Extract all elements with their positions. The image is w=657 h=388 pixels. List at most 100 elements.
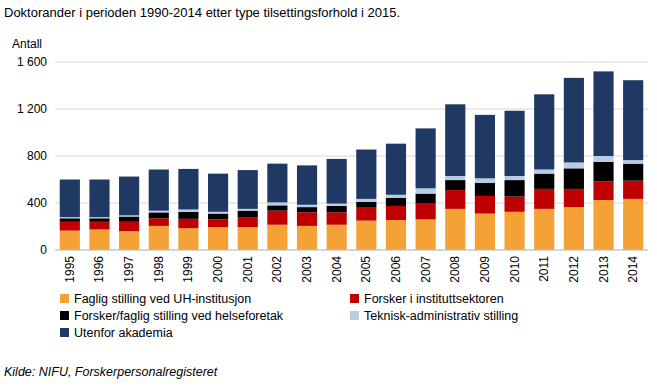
bar-segment xyxy=(267,202,287,205)
bar-segment xyxy=(445,104,465,176)
bar-segment xyxy=(475,178,495,183)
x-tick-label: 1997 xyxy=(122,256,136,283)
bar-segment xyxy=(356,150,376,199)
bar-segment xyxy=(327,159,347,204)
bar-segment xyxy=(267,211,287,225)
bar-segment xyxy=(593,162,613,181)
y-axis-label: Antall xyxy=(12,37,42,51)
bar-segment xyxy=(416,128,436,188)
bar-segment xyxy=(504,212,524,250)
title: Doktorander i perioden 1990-2014 etter t… xyxy=(4,5,400,20)
bar-segment xyxy=(149,218,169,226)
bar-segment xyxy=(178,219,198,228)
bar-segment xyxy=(267,205,287,210)
bar-segment xyxy=(178,169,198,210)
bar-segment xyxy=(89,180,109,218)
bar-segment xyxy=(445,209,465,250)
bar-segment xyxy=(475,115,495,178)
bar-segment xyxy=(149,226,169,250)
legend-swatch xyxy=(60,328,69,337)
bar-segment xyxy=(267,164,287,203)
bar-segment xyxy=(504,111,524,176)
bar-segment xyxy=(416,194,436,203)
x-tick-label: 2006 xyxy=(389,256,403,283)
bar-segment xyxy=(238,170,258,209)
y-tick-label: 800 xyxy=(27,149,47,163)
bar-segment xyxy=(119,231,139,250)
bar-segment xyxy=(475,183,495,196)
bar-segment xyxy=(386,206,406,220)
bar-segment xyxy=(327,212,347,224)
bar-segment xyxy=(89,218,109,222)
bar-segment xyxy=(593,71,613,156)
y-tick-label: 1 200 xyxy=(17,102,47,116)
x-tick-label: 2013 xyxy=(597,256,611,283)
bar-segment xyxy=(149,212,169,218)
grid-line xyxy=(55,250,648,251)
x-tick-label: 2010 xyxy=(508,256,522,283)
grid-line xyxy=(55,156,648,157)
bar-segment xyxy=(297,207,317,212)
bar-segment xyxy=(623,181,643,199)
bar-segment xyxy=(534,209,554,250)
bar-segment xyxy=(297,212,317,226)
bar-segment xyxy=(89,222,109,230)
bar-segment xyxy=(593,181,613,200)
bar-segment xyxy=(238,227,258,250)
bar-segment xyxy=(208,219,228,227)
legend-label: Utenfor akademia xyxy=(74,326,173,340)
bar-segment xyxy=(416,203,436,219)
bar-segment xyxy=(386,195,406,198)
bar-segment xyxy=(564,162,584,168)
bar-segment xyxy=(534,174,554,189)
bar-segment xyxy=(297,165,317,204)
bar-segment xyxy=(623,160,643,164)
bar-segment xyxy=(238,217,258,227)
x-axis xyxy=(55,250,648,251)
bar-segment xyxy=(60,218,80,222)
x-tick-label: 2004 xyxy=(330,256,344,283)
bar-segment xyxy=(327,206,347,212)
x-tick-label: 2008 xyxy=(448,256,462,283)
bar-segment xyxy=(89,217,109,218)
x-tick-label: 2000 xyxy=(211,256,225,283)
x-tick-label: 2003 xyxy=(300,256,314,283)
bar-segment xyxy=(534,170,554,174)
bar-segment xyxy=(475,214,495,250)
bar-segment xyxy=(445,190,465,209)
x-tick-label: 1998 xyxy=(152,256,166,283)
y-tick-label: 1 600 xyxy=(17,55,47,69)
bar-segment xyxy=(119,222,139,231)
bar-segment xyxy=(267,225,287,250)
bar-segment xyxy=(386,198,406,206)
bar-segment xyxy=(504,180,524,196)
x-tick-label: 2012 xyxy=(567,256,581,283)
bar-segment xyxy=(119,215,139,216)
x-tick-label: 1995 xyxy=(63,256,77,283)
grid-line xyxy=(55,109,648,110)
bars xyxy=(60,71,644,250)
bar-segment xyxy=(60,217,80,218)
bar-segment xyxy=(445,180,465,190)
y-tick-label: 400 xyxy=(27,196,47,210)
source: Kilde: NIFU, Forskerpersonalregisteret xyxy=(4,365,218,379)
bar-segment xyxy=(208,214,228,220)
bar-segment xyxy=(623,199,643,250)
x-tick-label: 2005 xyxy=(359,256,373,283)
bar-segment xyxy=(564,207,584,250)
bar-segment xyxy=(504,176,524,180)
bar-segment xyxy=(208,174,228,212)
bar-segment xyxy=(297,205,317,207)
bar-segment xyxy=(238,211,258,217)
bar-segment xyxy=(119,217,139,222)
bar-segment xyxy=(327,225,347,250)
grid-line xyxy=(55,62,648,63)
legend-swatch xyxy=(350,294,359,303)
bar-segment xyxy=(564,189,584,207)
x-tick-label: 1996 xyxy=(92,256,106,283)
bar-segment xyxy=(238,209,258,211)
legend-label: Faglig stilling ved UH-institusjon xyxy=(74,292,251,306)
bar-segment xyxy=(593,156,613,162)
bar-segment xyxy=(475,196,495,214)
legend-swatch xyxy=(60,311,69,320)
